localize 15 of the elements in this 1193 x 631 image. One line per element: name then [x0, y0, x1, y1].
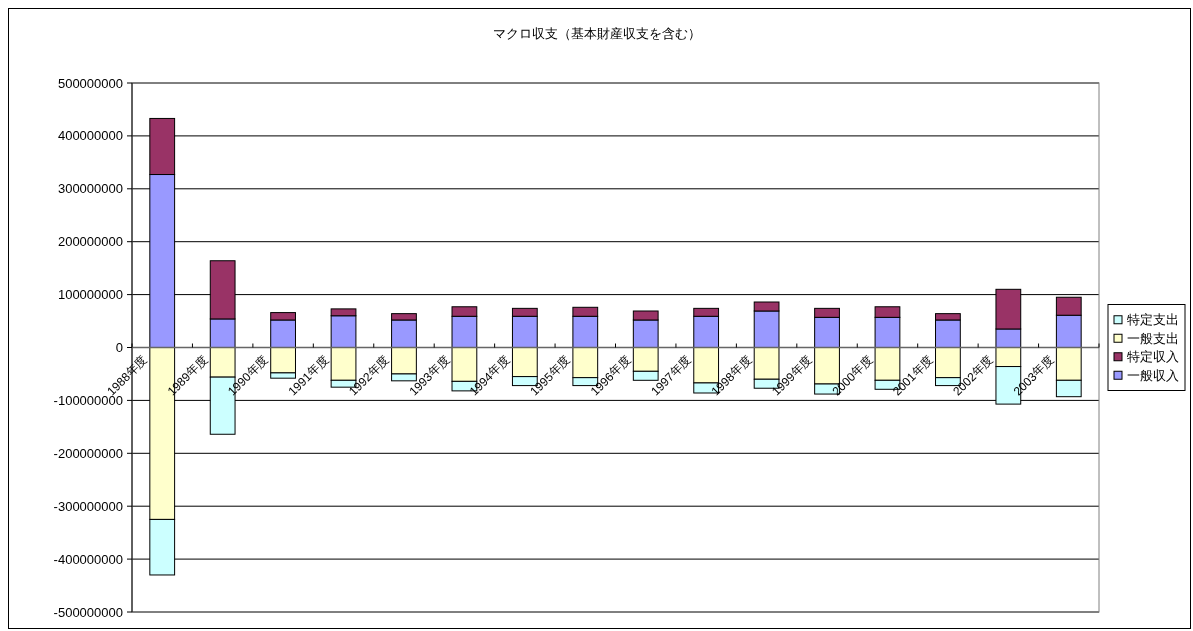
y-tick-label: 0	[115, 340, 123, 355]
legend-label: 一般支出	[1127, 330, 1179, 346]
y-tick-label: 300000000	[57, 181, 123, 197]
y-tick-label: -200000000	[53, 445, 123, 461]
y-tick-label: -400000000	[53, 551, 123, 567]
y-tick-label: 400000000	[57, 128, 123, 144]
y-tick-label: 500000000	[57, 75, 123, 91]
legend-label: 一般収入	[1127, 367, 1179, 383]
y-tick-label: 200000000	[57, 234, 123, 250]
title: マクロ収支（基本財産収支を含む）	[492, 26, 701, 41]
legend-label: 特定支出	[1127, 312, 1179, 328]
legend-label: 特定収入	[1127, 349, 1179, 365]
y-tick-label: -500000000	[53, 604, 123, 620]
y-tick-label: 100000000	[57, 287, 123, 303]
y-tick-label: -300000000	[53, 498, 123, 514]
